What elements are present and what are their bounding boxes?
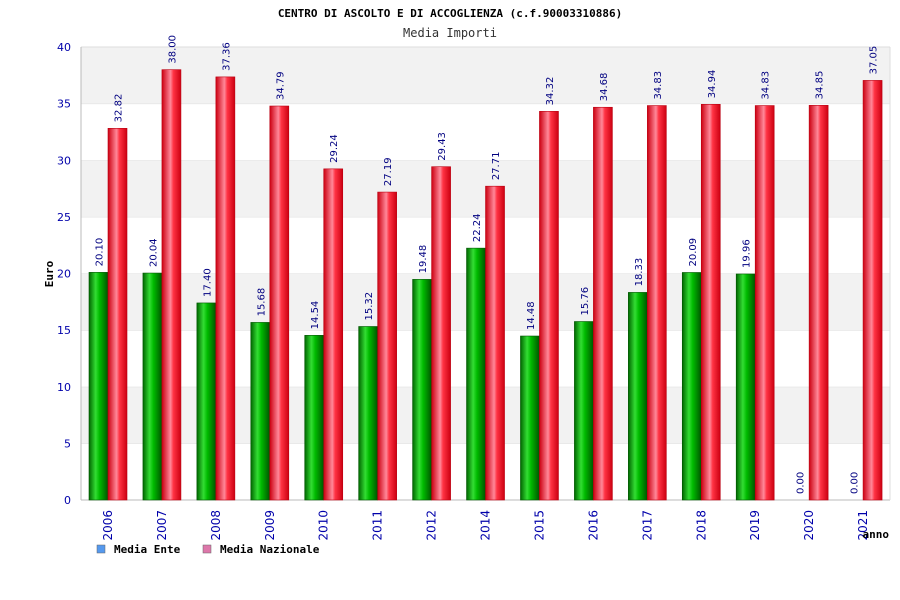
x-tick-label: 2007	[155, 510, 169, 541]
bar-value-label: 14.54	[310, 301, 321, 330]
x-axis-ticks: 2006 2007 2008 2009 2010 2011 2012 2014 2015 2016…	[101, 510, 870, 541]
bar-media-nazionale	[269, 105, 290, 501]
bar-value-label: 0.00	[796, 472, 807, 494]
legend-label-media-nazionale: Media Nazionale	[220, 543, 320, 556]
y-tick-label: 25	[57, 211, 71, 224]
y-axis-label: Euro	[43, 260, 56, 287]
bar-media-ente	[142, 272, 163, 501]
legend-swatch-media-nazionale	[202, 544, 212, 554]
bar-value-label: 37.05	[869, 46, 880, 75]
y-tick-label: 20	[57, 268, 71, 281]
bar-value-label: 29.43	[437, 132, 448, 161]
bar-media-ente	[681, 272, 702, 501]
bar-media-nazionale	[431, 166, 451, 501]
y-tick-label: 0	[64, 494, 71, 507]
y-tick-label: 10	[57, 381, 71, 394]
bar-media-nazionale	[107, 128, 128, 501]
bar-value-label: 18.33	[634, 258, 645, 287]
bar-media-nazionale	[862, 80, 883, 501]
bar-media-nazionale	[647, 105, 667, 501]
bar-value-label: 32.82	[114, 94, 125, 123]
bar-media-nazionale	[593, 106, 613, 501]
x-tick-label: 2019	[748, 510, 762, 541]
bar-media-ente	[196, 302, 217, 501]
bar-value-label: 29.24	[329, 134, 340, 163]
x-tick-label: 2011	[371, 510, 385, 541]
bar-media-ente	[628, 292, 648, 501]
x-tick-label: 2018	[694, 510, 708, 541]
bar-media-nazionale	[377, 191, 397, 501]
bar-value-label: 27.71	[491, 152, 502, 181]
bar-media-ente	[735, 273, 756, 501]
bar-media-nazionale	[485, 185, 505, 501]
bar-media-nazionale	[808, 105, 829, 501]
bar-value-label: 20.04	[148, 238, 159, 267]
bar-media-nazionale	[161, 69, 182, 501]
x-tick-label: 2006	[101, 510, 115, 541]
y-tick-label: 15	[57, 324, 71, 337]
bar-media-nazionale	[700, 104, 721, 501]
chart-subtitle: Media Importi	[403, 26, 497, 40]
bar-value-label: 20.09	[688, 238, 699, 267]
bar-value-label: 34.79	[275, 71, 286, 100]
bar-media-nazionale	[754, 105, 775, 501]
x-tick-label: 2017	[640, 510, 654, 541]
bar-media-ente	[466, 247, 486, 501]
bar-value-label: 34.83	[761, 71, 772, 100]
bar-value-label: 19.96	[742, 239, 753, 268]
bar-media-ente	[358, 326, 378, 501]
bar-value-label: 15.76	[580, 287, 591, 316]
bar-media-ente	[574, 321, 594, 501]
x-axis-label: anno	[863, 528, 890, 541]
bar-value-label: 14.48	[526, 301, 537, 330]
bar-value-label: 34.32	[545, 77, 556, 106]
bars	[88, 69, 883, 501]
x-tick-label: 2010	[317, 510, 331, 541]
bar-value-label: 17.40	[202, 268, 213, 297]
bar-media-nazionale	[323, 168, 344, 501]
bar-value-label: 27.19	[383, 157, 394, 186]
bar-value-label: 22.24	[472, 213, 483, 242]
bar-value-label: 37.36	[221, 42, 232, 71]
x-tick-label: 2015	[532, 510, 546, 541]
bar-media-ente	[304, 335, 325, 501]
legend-label-media-ente: Media Ente	[114, 543, 181, 556]
bar-value-label: 34.68	[599, 73, 610, 102]
y-tick-label: 40	[57, 41, 71, 54]
x-tick-label: 2020	[802, 510, 816, 541]
bar-value-label: 34.85	[815, 71, 826, 100]
bar-media-ente	[88, 272, 109, 501]
bar-media-ente	[250, 322, 271, 501]
legend-swatch-media-ente	[96, 544, 106, 554]
bar-value-label: 19.48	[418, 245, 429, 274]
bar-value-label: 34.83	[653, 71, 664, 100]
bar-value-label: 15.32	[364, 292, 375, 321]
bar-media-nazionale	[215, 76, 236, 501]
x-tick-label: 2021	[856, 510, 870, 541]
x-tick-label: 2016	[586, 510, 600, 541]
x-tick-label: 2008	[209, 510, 223, 541]
y-tick-label: 30	[57, 154, 71, 167]
data-labels: 20.10 32.82 20.04 38.00 17.40 37.36 15.68 34.79…	[95, 35, 880, 494]
x-tick-label: 2014	[479, 510, 493, 541]
bar-value-label: 38.00	[167, 35, 178, 64]
bar-media-ente	[412, 279, 432, 501]
bar-media-nazionale	[539, 111, 559, 501]
y-tick-label: 35	[57, 98, 71, 111]
legend: Media Ente Media Nazionale	[96, 543, 320, 556]
bar-media-ente	[520, 335, 540, 501]
bar-value-label: 0.00	[850, 472, 861, 494]
x-tick-label: 2012	[425, 510, 439, 541]
y-tick-label: 5	[64, 437, 71, 450]
bar-value-label: 34.94	[707, 70, 718, 99]
chart-title: CENTRO DI ASCOLTO E DI ACCOGLIENZA (c.f.…	[278, 7, 622, 20]
bar-value-label: 20.10	[95, 238, 106, 267]
bar-value-label: 15.68	[256, 288, 267, 317]
y-axis-ticks: 0 5 10 15 20 25 30 35 40	[57, 41, 71, 507]
x-tick-label: 2009	[263, 510, 277, 541]
